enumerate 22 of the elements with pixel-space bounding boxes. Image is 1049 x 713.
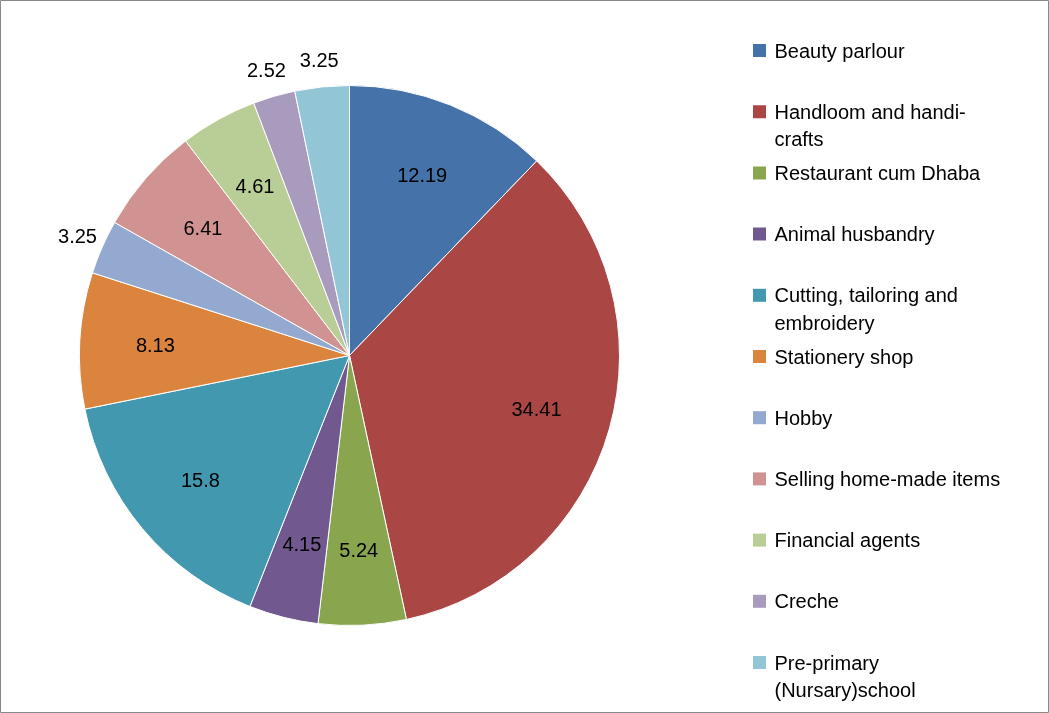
data-label: 8.13 (135, 333, 175, 356)
legend-label: Cutting, tailoring and embroidery (774, 284, 958, 334)
data-label: 12.19 (397, 164, 448, 187)
data-label: 6.41 (183, 216, 223, 239)
legend-label: Restaurant cum Dhaba (774, 161, 982, 184)
legend-label: Animal husbandry (774, 223, 935, 246)
legend-label: Handloom and handi-crafts (774, 100, 966, 151)
data-label: 34.41 (511, 397, 562, 420)
data-label: 3.25 (58, 225, 97, 248)
data-label: 4.61 (235, 174, 275, 197)
legend-label: Financial agents (774, 529, 921, 552)
data-label: 15.8 (180, 469, 220, 492)
legend-label: Creche (774, 590, 839, 613)
legend-label: Stationery shop (774, 345, 914, 368)
legend-label: Beauty parlour (774, 39, 905, 62)
data-label: 4.15 (282, 532, 322, 555)
legend-label: Pre-primary (Nursary)school (774, 651, 916, 701)
legend-label: Selling home-made items (774, 467, 1001, 490)
data-label: 2.52 (246, 59, 286, 82)
data-label: 3.25 (299, 49, 339, 72)
data-label: 5.24 (339, 538, 379, 561)
legend-label: Hobby (774, 406, 833, 429)
